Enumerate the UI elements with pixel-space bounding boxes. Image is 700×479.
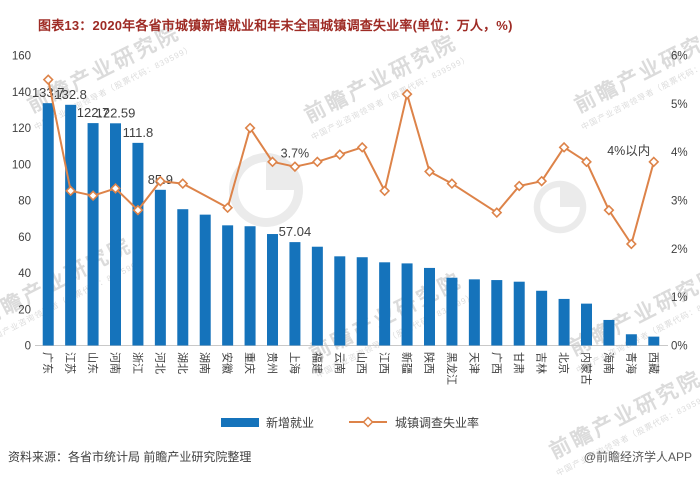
bar-天津 (468, 279, 480, 346)
bar-贵州 (267, 234, 278, 346)
svg-text:江苏: 江苏 (64, 352, 77, 374)
bar-甘肃 (513, 281, 525, 346)
svg-text:山东: 山东 (86, 352, 99, 374)
bar-海南 (603, 319, 615, 346)
svg-text:湖北: 湖北 (176, 352, 189, 374)
svg-text:100: 100 (12, 159, 31, 171)
bar-吉林 (536, 290, 548, 346)
bar-安徽 (222, 225, 234, 346)
bar-广西 (491, 280, 503, 346)
legend-item-bars: 新增就业 (220, 414, 314, 431)
svg-text:北京: 北京 (557, 352, 571, 374)
svg-text:青海: 青海 (624, 352, 638, 374)
source-note: 资料来源：各省市统计局 前瞻产业研究院整理 (8, 450, 252, 464)
svg-text:60: 60 (18, 232, 31, 244)
svg-text:上海: 上海 (288, 352, 302, 374)
svg-text:57.04: 57.04 (279, 224, 312, 239)
svg-text:133.7: 133.7 (32, 85, 65, 100)
svg-text:安徽: 安徽 (221, 352, 235, 374)
svg-text:贵州: 贵州 (266, 352, 279, 374)
bar-福建 (311, 246, 323, 346)
svg-text:陕西: 陕西 (423, 352, 437, 374)
svg-text:40: 40 (18, 268, 31, 280)
bar-山东 (87, 123, 99, 346)
svg-text:吉林: 吉林 (535, 352, 549, 374)
svg-text:广东: 广东 (41, 352, 54, 374)
svg-text:132.8: 132.8 (54, 87, 87, 102)
svg-text:4%以内: 4%以内 (607, 144, 650, 158)
svg-text:天津: 天津 (467, 352, 480, 374)
svg-text:海南: 海南 (602, 352, 616, 374)
svg-text:1%: 1% (671, 292, 688, 304)
svg-text:河北: 河北 (153, 352, 166, 374)
svg-text:5%: 5% (671, 99, 688, 111)
svg-text:内蒙古: 内蒙古 (580, 352, 594, 385)
svg-text:黑龙江: 黑龙江 (445, 352, 458, 385)
svg-text:3.7%: 3.7% (281, 147, 310, 161)
svg-text:江西: 江西 (378, 352, 391, 374)
bar-浙江 (132, 142, 144, 346)
svg-text:20: 20 (18, 304, 31, 316)
bar-重庆 (244, 226, 256, 346)
bar-湖北 (177, 209, 189, 346)
svg-text:新疆: 新疆 (400, 352, 414, 374)
bar-湖南 (199, 214, 211, 346)
bar-广东 (42, 103, 54, 346)
bar-内蒙古 (581, 303, 592, 346)
svg-text:重庆: 重庆 (243, 352, 257, 374)
bar-江西 (379, 262, 391, 346)
svg-text:福建: 福建 (310, 352, 324, 374)
svg-text:0%: 0% (671, 341, 688, 353)
svg-text:浙江: 浙江 (131, 352, 144, 374)
bar-新疆 (401, 263, 413, 346)
svg-text:111.8: 111.8 (123, 125, 154, 140)
svg-text:山西: 山西 (355, 352, 368, 374)
bar-陕西 (424, 267, 435, 346)
svg-text:4%: 4% (671, 147, 688, 159)
svg-text:0: 0 (25, 341, 31, 353)
credit-note: @前瞻经济学人APP (583, 450, 692, 464)
svg-text:广西: 广西 (490, 352, 503, 374)
svg-text:120: 120 (12, 123, 31, 135)
svg-text:140: 140 (12, 87, 31, 99)
svg-text:湖南: 湖南 (198, 352, 211, 374)
line-series-swatch (348, 416, 388, 428)
svg-text:甘肃: 甘肃 (512, 352, 525, 374)
svg-text:80: 80 (18, 196, 31, 208)
legend-bar-label: 新增就业 (265, 415, 314, 430)
svg-text:3%: 3% (671, 196, 688, 208)
bar-河北 (154, 189, 166, 346)
bar-云南 (334, 256, 346, 346)
bar-西藏 (648, 336, 660, 346)
svg-text:云南: 云南 (333, 352, 346, 374)
legend-line-label: 城镇调查失业率 (395, 415, 480, 430)
bar-北京 (558, 298, 570, 346)
svg-text:6%: 6% (671, 51, 688, 63)
bar-河南 (110, 123, 121, 346)
bar-江苏 (65, 104, 77, 346)
svg-text:122.59: 122.59 (96, 105, 136, 120)
bar-青海 (625, 334, 637, 346)
chart-legend: 新增就业 城镇调查失业率 (0, 410, 700, 434)
bar-上海 (289, 242, 301, 346)
svg-text:西藏: 西藏 (647, 352, 660, 374)
page-title: 图表13：2020年各省市城镇新增就业和年末全国城镇调查失业率(单位：万人，%) (38, 18, 513, 33)
bar-series-swatch (220, 417, 259, 427)
svg-text:160: 160 (12, 51, 31, 63)
bar-山西 (356, 257, 368, 346)
svg-text:2%: 2% (671, 244, 688, 256)
footer: 资料来源：各省市统计局 前瞻产业研究院整理 @前瞻经济学人APP (0, 448, 700, 465)
legend-item-line: 城镇调查失业率 (348, 414, 479, 431)
bar-黑龙江 (446, 277, 458, 346)
svg-text:122.7: 122.7 (77, 105, 110, 120)
svg-text:河南: 河南 (109, 352, 122, 374)
